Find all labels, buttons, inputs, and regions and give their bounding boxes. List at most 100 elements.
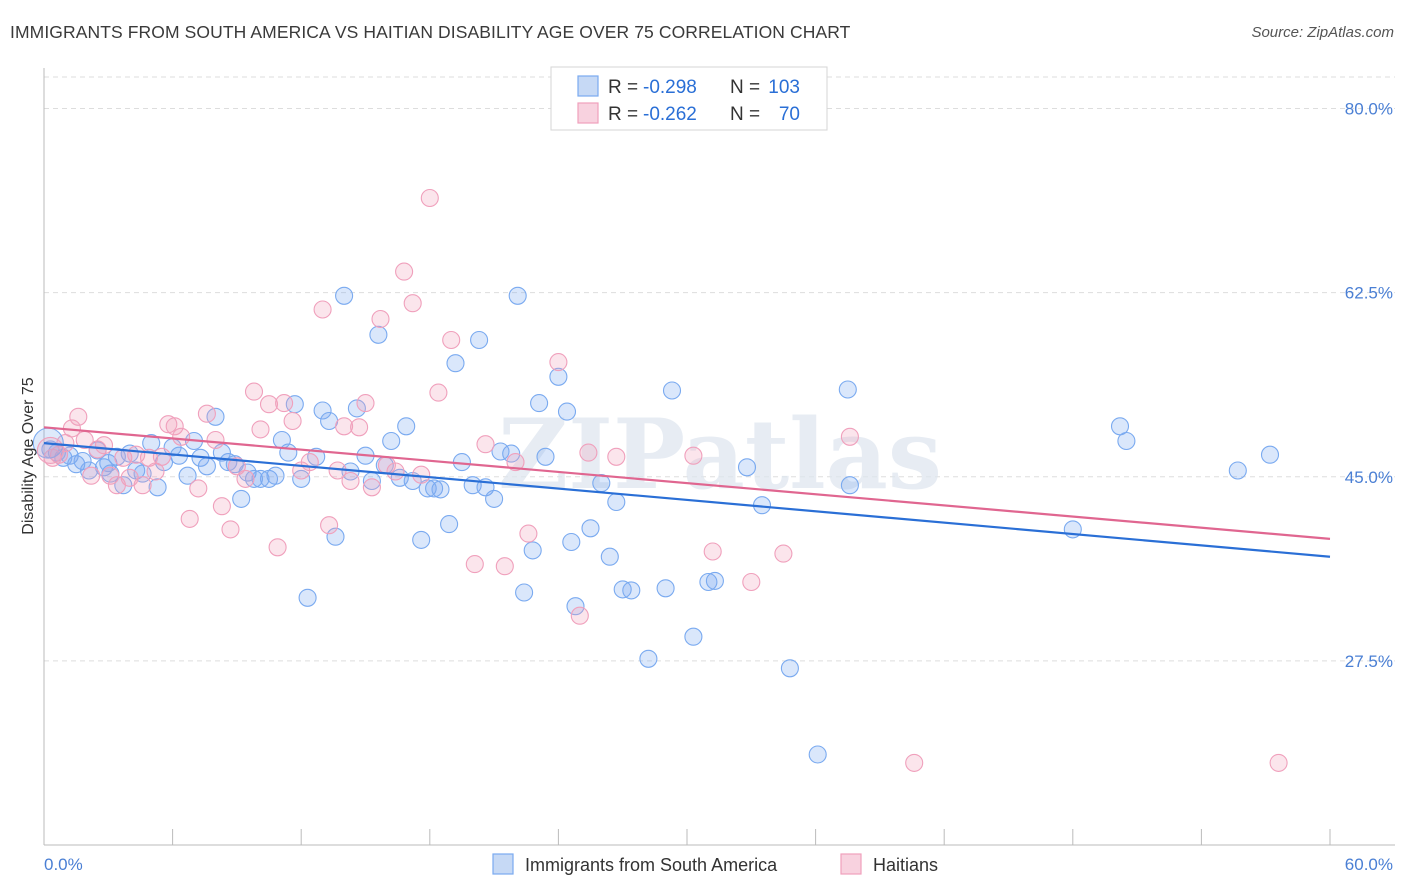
point-south-america	[431, 480, 450, 499]
point-south-america	[219, 453, 238, 472]
y-tick-label: 45.0%	[1345, 468, 1393, 487]
point-south-america	[705, 571, 724, 590]
point-south-america	[838, 380, 857, 399]
bottom-legend-swatch-pink	[840, 853, 862, 875]
point-south-america	[656, 579, 675, 598]
legend: R = -0.298 N = 103 R = -0.262 N = 70	[550, 66, 828, 131]
legend-r-label-1: R =	[608, 77, 638, 98]
point-south-america	[266, 466, 285, 485]
source-label: Source: ZipAtlas.com	[1251, 24, 1394, 41]
point-haitian	[371, 309, 390, 329]
legend-r-label-2: R =	[608, 104, 638, 125]
y-tick-label: 80.0%	[1345, 100, 1393, 119]
point-south-america	[397, 417, 416, 436]
point-haitian	[94, 436, 114, 455]
point-south-america	[412, 530, 431, 549]
y-tick-label: 27.5%	[1345, 652, 1393, 671]
point-haitian	[165, 417, 184, 436]
point-south-america	[1228, 461, 1247, 480]
point-south-america	[502, 444, 521, 463]
legend-swatch-blue	[577, 75, 599, 97]
point-south-america	[73, 451, 92, 471]
point-south-america	[320, 411, 339, 431]
chart-title: IMMIGRANTS FROM SOUTH AMERICA VS HAITIAN…	[10, 22, 851, 42]
point-haitian	[386, 462, 405, 481]
point-south-america	[485, 489, 504, 508]
point-haitian	[159, 415, 178, 434]
point-south-america	[382, 431, 401, 451]
legend-n-label-2: N =	[730, 104, 760, 125]
point-south-america	[622, 581, 641, 600]
point-haitian	[350, 418, 369, 437]
point-south-america	[684, 627, 703, 646]
point-south-america	[566, 597, 585, 616]
point-haitian	[395, 262, 414, 281]
point-haitian	[607, 447, 626, 466]
bottom-legend: Immigrants from South America Haitians	[492, 853, 938, 875]
legend-r-value-1: -0.298	[643, 77, 697, 98]
point-south-america	[530, 394, 549, 413]
point-south-america	[562, 532, 581, 552]
point-haitian	[172, 427, 191, 446]
point-haitian	[465, 555, 484, 574]
point-haitian	[133, 476, 152, 495]
point-south-america	[335, 286, 354, 305]
point-haitian	[506, 453, 525, 472]
point-haitian	[549, 353, 568, 372]
point-south-america	[232, 489, 251, 508]
point-haitian	[356, 394, 375, 413]
y-axis-label: Disability Age Over 75	[20, 377, 37, 535]
point-south-america	[557, 402, 577, 421]
point-south-america	[600, 547, 619, 566]
point-haitian	[774, 544, 793, 563]
point-haitian	[403, 294, 422, 313]
point-haitian	[684, 446, 703, 465]
point-south-america	[737, 458, 757, 477]
point-south-america	[699, 572, 718, 592]
point-south-america	[607, 492, 626, 512]
point-haitian	[341, 471, 360, 491]
bottom-legend-label-1: Immigrants from South America	[525, 855, 778, 875]
watermark: ZIPatlas	[498, 398, 942, 511]
point-haitian	[570, 606, 589, 625]
point-south-america	[1117, 431, 1136, 451]
point-haitian	[268, 538, 287, 557]
point-south-america	[808, 745, 827, 764]
point-haitian	[259, 395, 279, 414]
point-haitian	[476, 435, 495, 454]
point-south-america	[369, 325, 388, 344]
point-haitian	[313, 300, 332, 319]
legend-n-label-1: N =	[730, 77, 760, 98]
legend-r-value-2: -0.262	[643, 104, 697, 125]
x-tick-label: 60.0%	[1345, 855, 1393, 874]
bottom-legend-label-2: Haitians	[873, 855, 938, 875]
point-haitian	[251, 420, 270, 439]
point-south-america	[279, 443, 298, 462]
point-haitian	[362, 478, 381, 497]
point-haitian	[197, 404, 216, 423]
point-haitian	[69, 407, 88, 426]
point-south-america	[446, 354, 465, 373]
point-haitian	[236, 469, 255, 488]
x-tick-label: 0.0%	[44, 855, 83, 874]
point-haitian	[180, 509, 199, 528]
point-south-america	[425, 479, 444, 498]
point-haitian	[227, 457, 246, 476]
point-south-america	[515, 583, 534, 602]
point-south-america	[491, 442, 510, 461]
point-haitian	[429, 383, 448, 402]
point-haitian	[101, 466, 120, 485]
point-haitian	[283, 411, 302, 431]
point-south-america	[840, 476, 859, 495]
point-south-america	[549, 367, 568, 386]
point-haitian	[152, 447, 171, 466]
point-haitian	[189, 479, 208, 498]
point-haitian	[320, 516, 339, 535]
legend-n-value-1: 103	[768, 77, 800, 98]
point-haitian	[412, 465, 431, 484]
trend-line-south-america	[43, 442, 1331, 558]
point-south-america	[197, 457, 216, 476]
y-tick-label: 62.5%	[1345, 284, 1393, 303]
point-south-america	[523, 541, 542, 560]
legend-swatch-pink	[577, 102, 599, 124]
